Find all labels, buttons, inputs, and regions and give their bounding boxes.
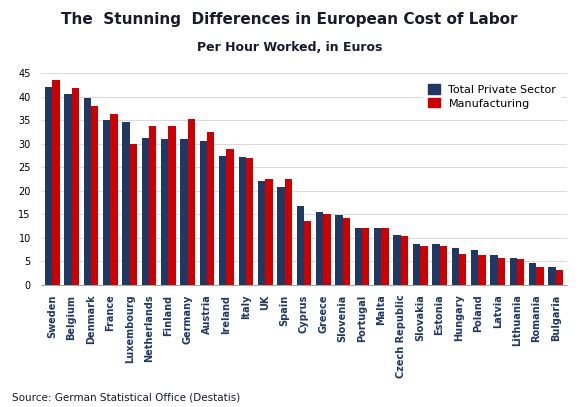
Legend: Total Private Sector, Manufacturing: Total Private Sector, Manufacturing bbox=[423, 79, 562, 114]
Bar bbox=[188, 119, 195, 285]
Bar bbox=[304, 221, 312, 285]
Bar bbox=[122, 122, 130, 285]
Bar bbox=[239, 157, 246, 285]
Bar bbox=[323, 214, 331, 285]
Bar bbox=[149, 127, 156, 285]
Bar bbox=[517, 258, 525, 285]
Bar bbox=[316, 212, 323, 285]
Bar bbox=[142, 138, 149, 285]
Text: Per Hour Worked, in Euros: Per Hour Worked, in Euros bbox=[197, 41, 382, 54]
Bar bbox=[130, 144, 137, 285]
Bar bbox=[498, 258, 505, 285]
Bar bbox=[510, 258, 517, 285]
Bar bbox=[478, 255, 486, 285]
Bar bbox=[556, 270, 563, 285]
Bar bbox=[362, 228, 369, 285]
Bar bbox=[394, 234, 401, 285]
Bar bbox=[246, 158, 253, 285]
Bar bbox=[548, 267, 556, 285]
Bar bbox=[207, 132, 214, 285]
Bar bbox=[83, 98, 91, 285]
Bar bbox=[471, 249, 478, 285]
Bar bbox=[420, 246, 427, 285]
Bar bbox=[219, 156, 226, 285]
Text: The  Stunning  Differences in European Cost of Labor: The Stunning Differences in European Cos… bbox=[61, 12, 518, 27]
Bar bbox=[285, 179, 292, 285]
Bar bbox=[355, 228, 362, 285]
Bar bbox=[265, 179, 273, 285]
Bar bbox=[168, 126, 176, 285]
Bar bbox=[401, 236, 408, 285]
Bar bbox=[258, 182, 265, 285]
Bar bbox=[64, 94, 72, 285]
Bar bbox=[374, 228, 382, 285]
Bar bbox=[536, 267, 544, 285]
Bar bbox=[161, 139, 168, 285]
Bar bbox=[343, 218, 350, 285]
Bar bbox=[296, 206, 304, 285]
Bar bbox=[103, 120, 110, 285]
Bar bbox=[413, 244, 420, 285]
Bar bbox=[226, 149, 234, 285]
Bar bbox=[277, 186, 285, 285]
Bar bbox=[181, 139, 188, 285]
Bar bbox=[382, 228, 389, 285]
Bar bbox=[432, 245, 439, 285]
Bar bbox=[529, 263, 536, 285]
Bar bbox=[110, 114, 118, 285]
Bar bbox=[459, 254, 466, 285]
Bar bbox=[52, 80, 60, 285]
Bar bbox=[452, 248, 459, 285]
Bar bbox=[200, 142, 207, 285]
Bar bbox=[72, 88, 79, 285]
Bar bbox=[490, 255, 498, 285]
Bar bbox=[335, 215, 343, 285]
Bar bbox=[45, 88, 52, 285]
Bar bbox=[439, 246, 447, 285]
Bar bbox=[91, 106, 98, 285]
Text: Source: German Statistical Office (Destatis): Source: German Statistical Office (Desta… bbox=[12, 393, 240, 403]
